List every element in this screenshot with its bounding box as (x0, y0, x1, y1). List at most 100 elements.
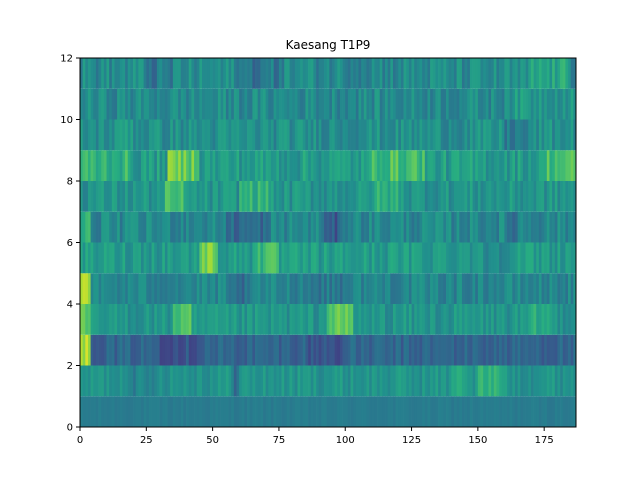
heatmap-cell (276, 334, 280, 366)
heatmap-cell (180, 304, 184, 335)
heatmap-cell (228, 334, 232, 366)
heatmap-cell (95, 119, 99, 151)
heatmap-cell (546, 242, 550, 274)
heatmap-cell (175, 273, 179, 304)
heatmap-cell (87, 181, 91, 212)
heatmap-cell (345, 242, 349, 274)
heatmap-cell (453, 150, 457, 181)
heatmap-cell (122, 273, 126, 304)
heatmap-cell (565, 119, 569, 151)
heatmap-cell (374, 334, 378, 366)
heatmap-cell (87, 211, 91, 243)
heatmap-cell (517, 334, 521, 366)
heatmap-cell (292, 242, 296, 274)
heatmap-cell (289, 211, 293, 243)
heatmap-cell (265, 396, 269, 427)
heatmap-cell (175, 304, 179, 335)
heatmap-cell (395, 119, 399, 151)
heatmap-cell (172, 242, 176, 274)
heatmap-cell (573, 181, 577, 212)
heatmap-cell (440, 365, 444, 397)
heatmap-cell (451, 88, 455, 120)
x-axis: 0 25 50 75 100 125 150 175 (77, 427, 554, 446)
heatmap-cell (459, 242, 463, 274)
heatmap-cell (305, 365, 309, 397)
heatmap-cell (151, 181, 155, 212)
heatmap-cell (432, 211, 436, 243)
heatmap-cell (530, 334, 534, 366)
heatmap-cell (329, 304, 333, 335)
heatmap-cell (538, 304, 542, 335)
heatmap-cell (326, 181, 330, 212)
heatmap-cell (485, 211, 489, 243)
heatmap-cell (98, 304, 102, 335)
heatmap-cell (191, 396, 195, 427)
heatmap-cell (207, 273, 211, 304)
heatmap-cell (408, 58, 412, 89)
heatmap-cell (209, 304, 213, 335)
heatmap-cell (146, 365, 150, 397)
heatmap-cell (369, 242, 373, 274)
heatmap-cell (98, 273, 102, 304)
heatmap-cell (464, 88, 468, 120)
heatmap-cell (366, 242, 370, 274)
heatmap-cell (440, 150, 444, 181)
heatmap-cell (247, 365, 251, 397)
heatmap-cell (509, 88, 513, 120)
heatmap-cell (424, 242, 428, 274)
heatmap-cell (236, 396, 240, 427)
heatmap-cell (180, 242, 184, 274)
heatmap-cell (480, 150, 484, 181)
heatmap-cell (292, 273, 296, 304)
heatmap-cell (183, 396, 187, 427)
heatmap-cell (247, 273, 251, 304)
heatmap-cell (302, 304, 306, 335)
heatmap-cell (459, 181, 463, 212)
heatmap-cell (239, 365, 243, 397)
heatmap-cell (347, 273, 351, 304)
heatmap-cell (239, 242, 243, 274)
heatmap-cell (228, 211, 232, 243)
heatmap-cell (141, 181, 145, 212)
heatmap-cell (212, 396, 216, 427)
heatmap-cell (514, 396, 518, 427)
heatmap-cell (496, 58, 500, 89)
heatmap-cell (514, 304, 518, 335)
heatmap-cell (339, 242, 343, 274)
heatmap-cell (111, 150, 115, 181)
heatmap-cell (499, 58, 503, 89)
heatmap-cell (414, 58, 418, 89)
heatmap-cell (512, 242, 516, 274)
heatmap-cell (270, 304, 274, 335)
heatmap-cell (507, 119, 511, 151)
heatmap-cell (446, 88, 450, 120)
heatmap-cell (406, 365, 410, 397)
heatmap-cell (440, 273, 444, 304)
heatmap-cell (199, 88, 203, 120)
heatmap-cell (127, 304, 131, 335)
heatmap-cell (509, 119, 513, 151)
heatmap-cell (297, 211, 301, 243)
heatmap-cell (111, 181, 115, 212)
heatmap-cell (512, 211, 516, 243)
heatmap-cell (85, 88, 89, 120)
heatmap-cell (392, 242, 396, 274)
heatmap-cell (448, 58, 452, 89)
heatmap-cell (467, 150, 471, 181)
heatmap-cell (382, 396, 386, 427)
heatmap-cell (422, 88, 426, 120)
heatmap-cell (122, 396, 126, 427)
heatmap-cell (554, 334, 558, 366)
heatmap-cell (302, 150, 306, 181)
heatmap-cell (146, 181, 150, 212)
heatmap-cell (186, 365, 190, 397)
heatmap-cell (122, 211, 126, 243)
heatmap-cell (443, 365, 447, 397)
heatmap-cell (162, 150, 166, 181)
heatmap-cell (371, 181, 375, 212)
heatmap-cell (220, 211, 224, 243)
heatmap-cell (109, 150, 113, 181)
heatmap-cell (387, 304, 391, 335)
heatmap-cell (358, 273, 362, 304)
heatmap-cell (329, 396, 333, 427)
